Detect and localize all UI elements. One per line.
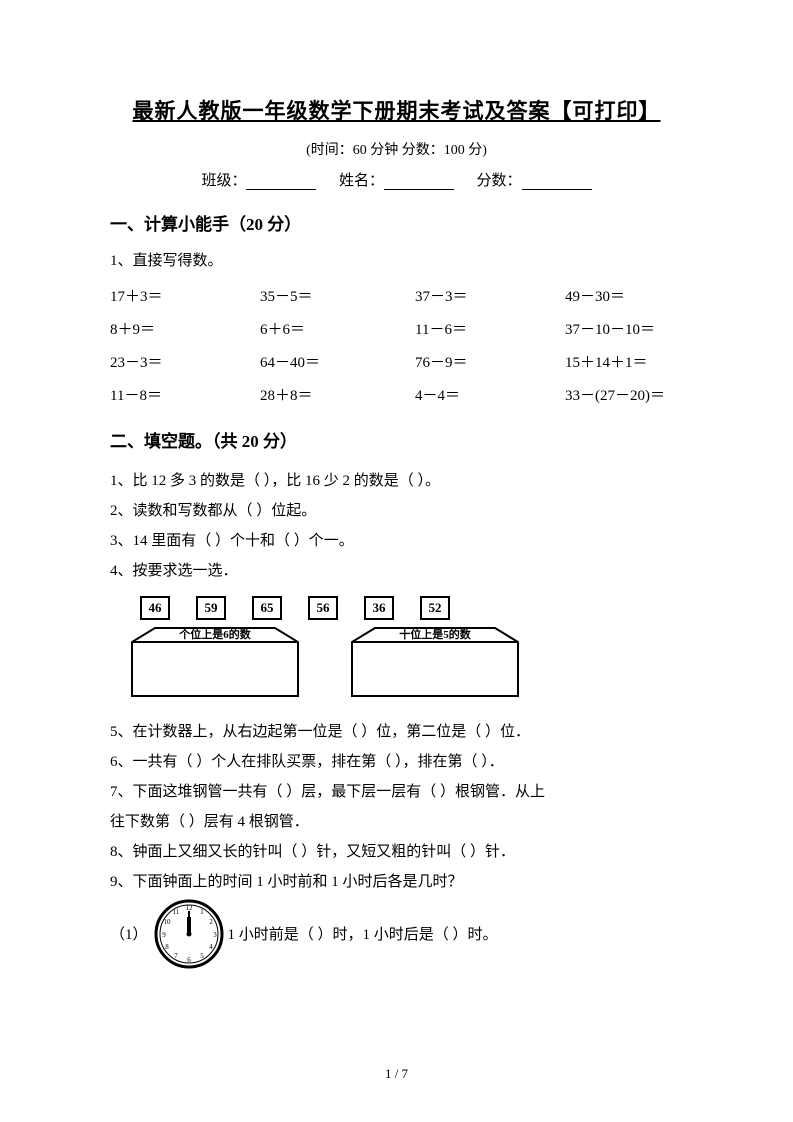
eq: 37－3＝ (415, 285, 565, 306)
svg-text:2: 2 (209, 918, 213, 926)
fill-1: 1、比 12 多 3 的数是（ ），比 16 少 2 的数是（ ）。 (110, 466, 683, 496)
svg-text:6: 6 (187, 956, 191, 964)
eq: 76－9＝ (415, 351, 565, 372)
class-blank (246, 174, 316, 190)
num-box: 65 (252, 596, 282, 620)
name-blank (384, 174, 454, 190)
svg-text:5: 5 (200, 952, 204, 960)
svg-text:1: 1 (200, 908, 204, 916)
info-line: 班级： 姓名： 分数： (110, 169, 683, 190)
num-box: 56 (308, 596, 338, 620)
section1-q1: 1、直接写得数。 (110, 249, 683, 275)
eq: 11－8＝ (110, 384, 260, 405)
fill-8: 8、钟面上又细又长的针叫（ ）针，又短又粗的针叫（ ）针． (110, 837, 683, 867)
name-label: 姓名： (339, 173, 384, 189)
num-box: 59 (196, 596, 226, 620)
eq: 23－3＝ (110, 351, 260, 372)
fill-4: 4、按要求选一选． (110, 556, 683, 586)
fill-5: 5、在计数器上，从右边起第一位是（ ）位，第二位是（ ）位． (110, 717, 683, 747)
eq: 17＋3＝ (110, 285, 260, 306)
clock-icon: 12 1 2 3 4 5 6 7 8 9 10 11 (152, 897, 226, 971)
svg-text:10: 10 (163, 918, 171, 926)
q9-text: 1 小时前是（ ）时，1 小时后是（ ）时。 (228, 923, 498, 944)
clock-question: （1） 12 1 2 3 4 5 6 7 8 9 10 11 1 小时前是（ ）… (110, 897, 683, 971)
score-blank (522, 174, 592, 190)
equation-grid: 17＋3＝ 35－5＝ 37－3＝ 49－30＝ 8＋9＝ 6＋6＝ 11－6＝… (110, 285, 683, 405)
eq: 11－6＝ (415, 318, 565, 339)
svg-text:9: 9 (162, 931, 166, 939)
num-box: 46 (140, 596, 170, 620)
trapezoid-1: 个位上是6的数 (130, 626, 300, 703)
svg-text:4: 4 (209, 943, 213, 951)
svg-text:7: 7 (174, 952, 178, 960)
section1-head: 一、计算小能手（20 分） (110, 210, 683, 235)
fill-2: 2、读数和写数都从（ ）位起。 (110, 496, 683, 526)
subtitle: (时间：60 分钟 分数：100 分) (110, 139, 683, 159)
svg-text:8: 8 (165, 943, 169, 951)
eq: 33－(27－20)＝ (565, 384, 683, 405)
eq: 64－40＝ (260, 351, 415, 372)
eq: 8＋9＝ (110, 318, 260, 339)
svg-text:12: 12 (185, 904, 193, 912)
trapezoid-row: 个位上是6的数 十位上是5的数 (130, 626, 683, 703)
q9-prefix: （1） (110, 923, 148, 944)
fill-3: 3、14 里面有（ ）个十和（ ）个一。 (110, 526, 683, 556)
eq: 35－5＝ (260, 285, 415, 306)
svg-text:11: 11 (172, 908, 179, 916)
num-box: 36 (364, 596, 394, 620)
document-title: 最新人教版一年级数学下册期末考试及答案【可打印】 (110, 95, 683, 125)
class-label: 班级： (201, 173, 246, 189)
fill-7b: 往下数第（ ）层有 4 根钢管． (110, 807, 683, 837)
trap1-label: 个位上是6的数 (179, 626, 251, 642)
page-number: 1 / 7 (385, 1066, 408, 1082)
number-boxes: 46 59 65 56 36 52 (140, 596, 683, 620)
num-box: 52 (420, 596, 450, 620)
score-label: 分数： (477, 173, 522, 189)
fill-6: 6、一共有（ ）个人在排队买票，排在第（ ），排在第（ ）． (110, 747, 683, 777)
eq: 49－30＝ (565, 285, 683, 306)
fill-9: 9、下面钟面上的时间 1 小时前和 1 小时后各是几时？ (110, 867, 683, 897)
section2-head: 二、填空题。（共 20 分） (110, 427, 683, 452)
trap2-label: 十位上是5的数 (399, 626, 471, 642)
fill-7a: 7、下面这堆钢管一共有（ ）层，最下层一层有（ ）根钢管．从上 (110, 777, 683, 807)
eq: 4－4＝ (415, 384, 565, 405)
eq: 28＋8＝ (260, 384, 415, 405)
eq: 37－10－10＝ (565, 318, 683, 339)
svg-text:3: 3 (213, 931, 217, 939)
eq: 6＋6＝ (260, 318, 415, 339)
eq: 15＋14＋1＝ (565, 351, 683, 372)
trapezoid-2: 十位上是5的数 (350, 626, 520, 703)
